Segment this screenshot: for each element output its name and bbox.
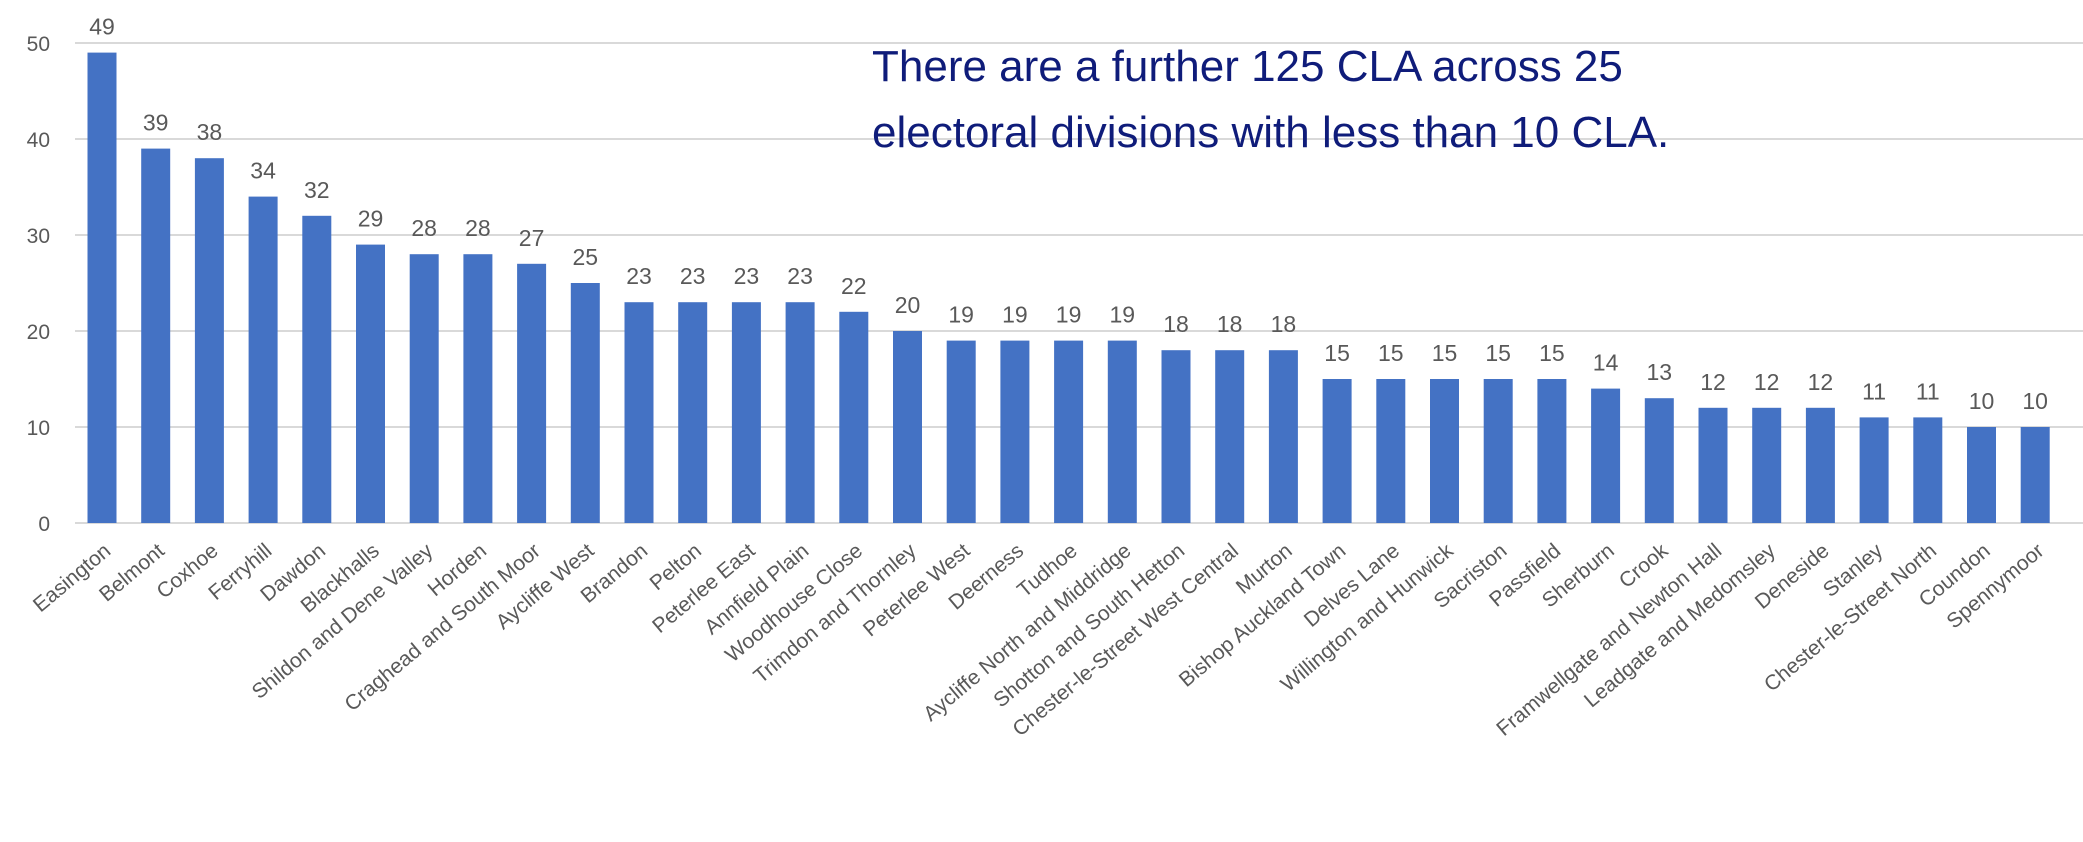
data-label: 19 [1110, 302, 1136, 328]
data-label: 10 [2022, 388, 2048, 414]
y-tick-label: 20 [27, 321, 50, 344]
data-label: 15 [1539, 340, 1565, 366]
chart-annotation: There are a further 125 CLA across 25 el… [872, 34, 1669, 166]
bar [1322, 379, 1352, 523]
data-label: 14 [1593, 350, 1619, 376]
data-label: 19 [1056, 302, 1082, 328]
data-label: 12 [1754, 369, 1780, 395]
bar [624, 302, 654, 523]
data-label: 39 [143, 110, 169, 136]
bar [678, 302, 708, 523]
bar [1698, 407, 1728, 523]
bar [731, 302, 761, 523]
data-label: 34 [250, 158, 276, 184]
bar [1967, 427, 1996, 523]
data-label: 29 [358, 206, 384, 232]
bar [1161, 350, 1191, 523]
bar [356, 244, 385, 523]
data-label: 12 [1808, 369, 1834, 395]
bar [194, 158, 224, 523]
bar [1268, 350, 1298, 523]
bar [87, 52, 117, 523]
data-label: 13 [1647, 359, 1673, 385]
bar [409, 254, 439, 523]
data-label: 11 [1916, 378, 1940, 404]
data-label: 28 [465, 215, 491, 241]
bar [302, 215, 332, 524]
bar [1430, 379, 1459, 523]
data-label: 11 [1862, 378, 1886, 404]
bar [893, 331, 922, 523]
data-label: 18 [1163, 311, 1189, 337]
data-label: 23 [626, 263, 652, 289]
annotation-line-1: There are a further 125 CLA across 25 [872, 42, 1623, 91]
bar [1752, 407, 1782, 523]
data-label: 32 [304, 177, 330, 203]
bar [1000, 340, 1030, 523]
bar [946, 340, 976, 523]
bar [1913, 417, 1943, 523]
data-label: 12 [1700, 369, 1726, 395]
y-tick-label: 50 [27, 33, 50, 56]
y-tick-label: 10 [27, 417, 50, 440]
y-tick-label: 30 [27, 225, 50, 248]
data-label: 49 [89, 14, 115, 40]
data-label: 23 [680, 263, 706, 289]
data-label: 38 [197, 119, 223, 145]
bar [1215, 350, 1245, 523]
data-label: 25 [573, 244, 599, 270]
bar [1644, 398, 1674, 523]
data-label: 15 [1485, 340, 1511, 366]
data-label: 19 [1002, 302, 1028, 328]
data-label: 15 [1432, 340, 1458, 366]
bar [1107, 340, 1137, 523]
bar [2020, 427, 2050, 523]
bar [1537, 379, 1567, 523]
annotation-line-2: electoral divisions with less than 10 CL… [872, 108, 1670, 157]
data-label: 20 [895, 292, 921, 318]
data-label: 28 [411, 215, 437, 241]
bar [141, 148, 171, 523]
bar [1483, 379, 1513, 523]
data-label: 15 [1378, 340, 1404, 366]
data-label: 18 [1217, 311, 1243, 337]
category-label: Easington [29, 539, 115, 617]
bar [1054, 340, 1084, 523]
data-label: 10 [1969, 388, 1995, 414]
bar [570, 283, 600, 523]
bar [517, 263, 547, 523]
bar [839, 311, 869, 523]
bar [1376, 379, 1406, 523]
data-label: 22 [841, 273, 867, 299]
y-tick-label: 0 [38, 513, 50, 536]
bar [1591, 388, 1621, 523]
bar [248, 196, 278, 523]
bar [463, 254, 493, 523]
bar [785, 302, 815, 523]
data-label: 23 [787, 263, 813, 289]
data-label: 15 [1324, 340, 1350, 366]
data-label: 19 [948, 302, 974, 328]
bar [1805, 407, 1835, 523]
data-label: 23 [734, 263, 760, 289]
data-label: 27 [519, 225, 545, 251]
bar [1859, 417, 1889, 523]
y-tick-label: 40 [27, 129, 50, 152]
data-label: 18 [1271, 311, 1297, 337]
